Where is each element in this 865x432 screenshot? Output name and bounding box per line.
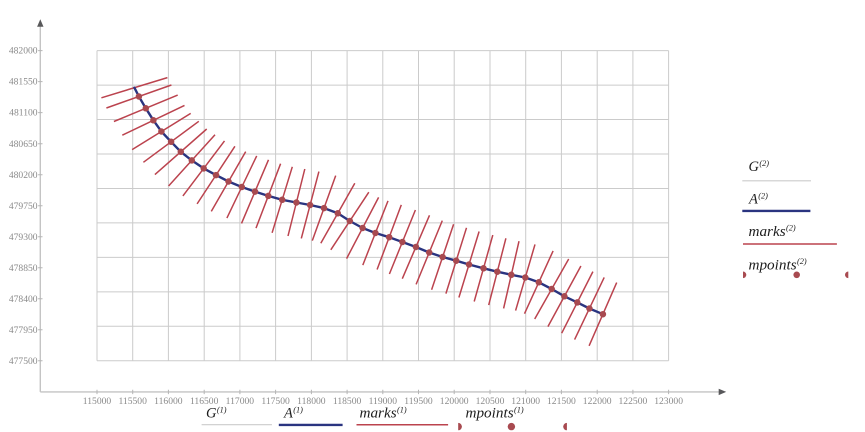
svg-text:119500: 119500 — [404, 396, 433, 407]
svg-text:479750: 479750 — [9, 201, 38, 212]
svg-text:477500: 477500 — [9, 356, 38, 367]
svg-text:117000: 117000 — [226, 396, 255, 407]
svg-text:122000: 122000 — [583, 396, 612, 407]
svg-text:118000: 118000 — [297, 396, 326, 407]
svg-text:120500: 120500 — [476, 396, 505, 407]
svg-text:481100: 481100 — [9, 108, 38, 119]
svg-text:481550: 481550 — [9, 77, 38, 88]
svg-text:121500: 121500 — [547, 396, 576, 407]
svg-text:mpoints(1): mpoints(1) — [466, 405, 524, 422]
svg-text:478850: 478850 — [9, 263, 38, 274]
svg-text:mpoints(2): mpoints(2) — [749, 256, 807, 273]
svg-text:482000: 482000 — [9, 46, 38, 57]
svg-text:477950: 477950 — [9, 325, 38, 336]
svg-text:122500: 122500 — [619, 396, 648, 407]
svg-text:marks(2): marks(2) — [749, 223, 796, 240]
svg-text:479300: 479300 — [9, 232, 38, 243]
svg-text:478400: 478400 — [9, 294, 38, 305]
svg-text:116500: 116500 — [190, 396, 219, 407]
svg-text:120000: 120000 — [440, 396, 469, 407]
svg-text:480200: 480200 — [9, 170, 38, 181]
svg-text:115500: 115500 — [118, 396, 147, 407]
svg-text:116000: 116000 — [154, 396, 183, 407]
svg-text:123000: 123000 — [654, 396, 683, 407]
svg-text:117500: 117500 — [261, 396, 290, 407]
svg-text:121000: 121000 — [511, 396, 540, 407]
svg-text:115000: 115000 — [83, 396, 112, 407]
svg-text:118500: 118500 — [333, 396, 362, 407]
svg-text:119000: 119000 — [369, 396, 398, 407]
svg-text:marks(1): marks(1) — [360, 405, 407, 422]
svg-text:480650: 480650 — [9, 139, 38, 150]
